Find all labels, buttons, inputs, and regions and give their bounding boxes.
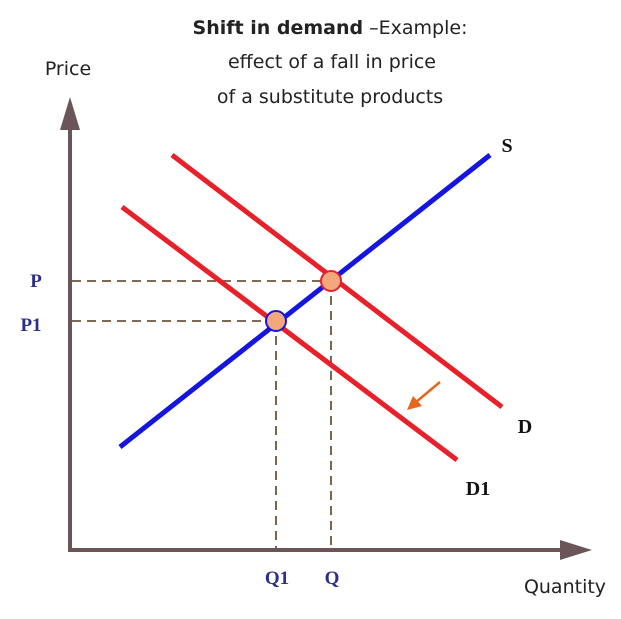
guides xyxy=(72,280,332,548)
new-price-label: P1 xyxy=(20,315,41,336)
supply-curve xyxy=(118,153,492,449)
title-line-1: Shift in demand –Example: xyxy=(193,17,468,39)
y-arrow xyxy=(60,97,80,130)
supply-label: S xyxy=(501,135,512,157)
shift-arrow xyxy=(407,381,441,410)
title-bold: Shift in demand xyxy=(193,17,364,39)
title-line-3: of a substitute products xyxy=(217,86,443,108)
equilibrium xyxy=(320,270,342,292)
new-quantity-label: Q1 xyxy=(265,568,289,589)
x-arrow xyxy=(560,540,592,560)
new-demand-label: D1 xyxy=(466,478,490,500)
price-label: P xyxy=(30,271,42,292)
title-rest: –Example: xyxy=(369,17,467,39)
y-axis-label: Price xyxy=(45,58,91,80)
demand-label: D xyxy=(518,416,532,438)
new-demand-curve xyxy=(120,205,459,462)
x-axis-label: Quantity xyxy=(524,576,606,598)
new-equilibrium xyxy=(265,310,287,332)
quantity-label: Q xyxy=(325,568,340,589)
axes xyxy=(60,97,592,560)
title-line-2: effect of a fall in price xyxy=(228,51,436,73)
